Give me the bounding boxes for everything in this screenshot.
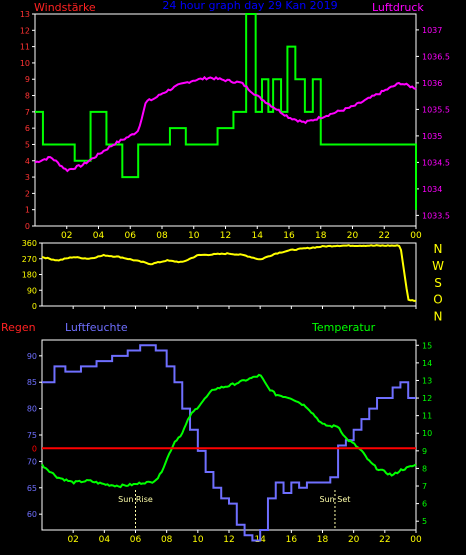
left-axis-tick-label: 9 (25, 75, 30, 84)
left-axis-tick-label: 2 (25, 189, 30, 198)
right-axis-tick-label: 8 (422, 464, 427, 473)
right-axis-tick-label: 14 (422, 359, 432, 368)
panel-humidity-temperature: 02 04 06 08 10 12 14 16 18 20 22 006065707580859056… (27, 339, 432, 545)
compass-label: O (433, 293, 442, 307)
left-axis-tick-label: 75 (27, 431, 37, 440)
right-axis-tick-label: 1034.5 (422, 158, 450, 167)
right-axis-tick-label: 15 (422, 341, 432, 350)
hour-tick-label: 18 (315, 231, 327, 241)
left-axis-tick-label: 0 (32, 302, 37, 311)
left-axis-tick-label: 85 (27, 378, 37, 387)
series-temperatur (41, 373, 417, 489)
hour-tick-label: 08 (156, 231, 168, 241)
left-axis-tick-label: 65 (27, 484, 37, 493)
panel-wind-pressure: 02 04 06 08 10 12 14 16 18 20 22 000123456789101112… (20, 10, 450, 241)
rain-label: Regen (1, 321, 36, 334)
left-axis-tick-label: 360 (22, 239, 37, 248)
left-axis-tick-label: 10 (20, 59, 30, 68)
hour-tick-label: 12 (223, 535, 234, 545)
compass-label: S (434, 276, 442, 290)
rain-axis-tick-label: 0 (32, 444, 37, 453)
left-axis-tick-label: 180 (22, 271, 37, 280)
annotation-label: Sun Rise (118, 495, 153, 504)
hour-tick-label: 22 (379, 231, 390, 241)
right-axis-tick-label: 6 (422, 500, 427, 509)
hour-tick-label: 06 (125, 231, 137, 241)
left-axis-tick-label: 0 (25, 222, 30, 231)
right-axis-tick-label: 1037 (422, 26, 442, 35)
left-axis-tick-label: 7 (25, 108, 30, 117)
panel-frame-0 (34, 13, 417, 227)
series-windst-rke (35, 13, 417, 210)
chart-title: 24 hour graph day 29 Kan 2019 (162, 0, 337, 12)
hour-tick-label: 14 (252, 231, 264, 241)
compass-label: N (434, 310, 443, 324)
pressure-label: Luftdruck (372, 1, 424, 14)
left-axis-tick-label: 270 (22, 255, 37, 264)
hour-tick-label: 16 (283, 231, 295, 241)
series-windrichtung (41, 244, 417, 302)
hour-tick-label: 02 (61, 231, 72, 241)
hour-tick-label: 08 (161, 535, 173, 545)
hour-tick-label: 18 (317, 535, 329, 545)
right-axis-tick-label: 1035.5 (422, 105, 450, 114)
left-axis-tick-label: 11 (20, 43, 30, 52)
hour-tick-label: 06 (130, 535, 142, 545)
hour-tick-label: 20 (348, 535, 360, 545)
right-axis-tick-label: 9 (422, 447, 427, 456)
right-axis-tick-label: 1036 (422, 79, 442, 88)
left-axis-tick-label: 3 (25, 173, 30, 182)
right-axis-tick-label: 13 (422, 376, 432, 385)
left-axis-tick-label: 12 (20, 26, 30, 35)
hour-tick-label: 10 (188, 231, 200, 241)
hour-tick-label: 16 (286, 535, 298, 545)
left-axis-tick-label: 60 (27, 510, 37, 519)
right-axis-tick-label: 1036.5 (422, 52, 450, 61)
hour-tick-label: 04 (99, 535, 111, 545)
right-axis-tick-label: 7 (422, 482, 427, 491)
humidity-label: Luftfeuchte (65, 321, 128, 334)
panel-frame-1 (41, 242, 417, 307)
temperature-label: Temperatur (311, 321, 376, 334)
left-axis-tick-label: 80 (27, 405, 37, 414)
left-axis-tick-label: 90 (27, 352, 37, 361)
left-axis-tick-label: 5 (25, 140, 30, 149)
left-axis-tick-label: 70 (27, 457, 37, 466)
series-luftfeuchte (42, 344, 416, 542)
wind-speed-label: Windstärke (34, 1, 96, 14)
left-axis-tick-label: 1 (25, 206, 30, 215)
hour-tick-label: 10 (192, 535, 204, 545)
compass-label: W (432, 259, 444, 273)
hour-tick-label: 02 (67, 535, 78, 545)
right-axis-tick-label: 11 (422, 412, 432, 421)
hour-tick-label: 00 (410, 535, 422, 545)
hour-tick-label: 12 (220, 231, 231, 241)
hour-tick-label: 04 (93, 231, 105, 241)
right-axis-tick-label: 1033.5 (422, 211, 450, 220)
right-axis-tick-label: 10 (422, 429, 432, 438)
left-axis-tick-label: 6 (25, 124, 30, 133)
right-axis-tick-label: 12 (422, 394, 432, 403)
right-axis-tick-label: 1034 (422, 185, 442, 194)
hour-tick-label: 00 (410, 231, 422, 241)
hour-tick-label: 20 (347, 231, 359, 241)
right-axis-tick-label: 1035 (422, 132, 442, 141)
left-axis-tick-label: 13 (20, 10, 30, 19)
compass-label: N (434, 242, 443, 256)
hour-tick-label: 22 (379, 535, 390, 545)
annotation-label: Sun Set (320, 495, 351, 504)
left-axis-tick-label: 90 (27, 286, 37, 295)
series-luftdruck (34, 75, 417, 173)
left-axis-tick-label: 8 (25, 92, 30, 101)
right-axis-tick-label: 5 (422, 517, 427, 526)
left-axis-tick-label: 4 (25, 157, 30, 166)
